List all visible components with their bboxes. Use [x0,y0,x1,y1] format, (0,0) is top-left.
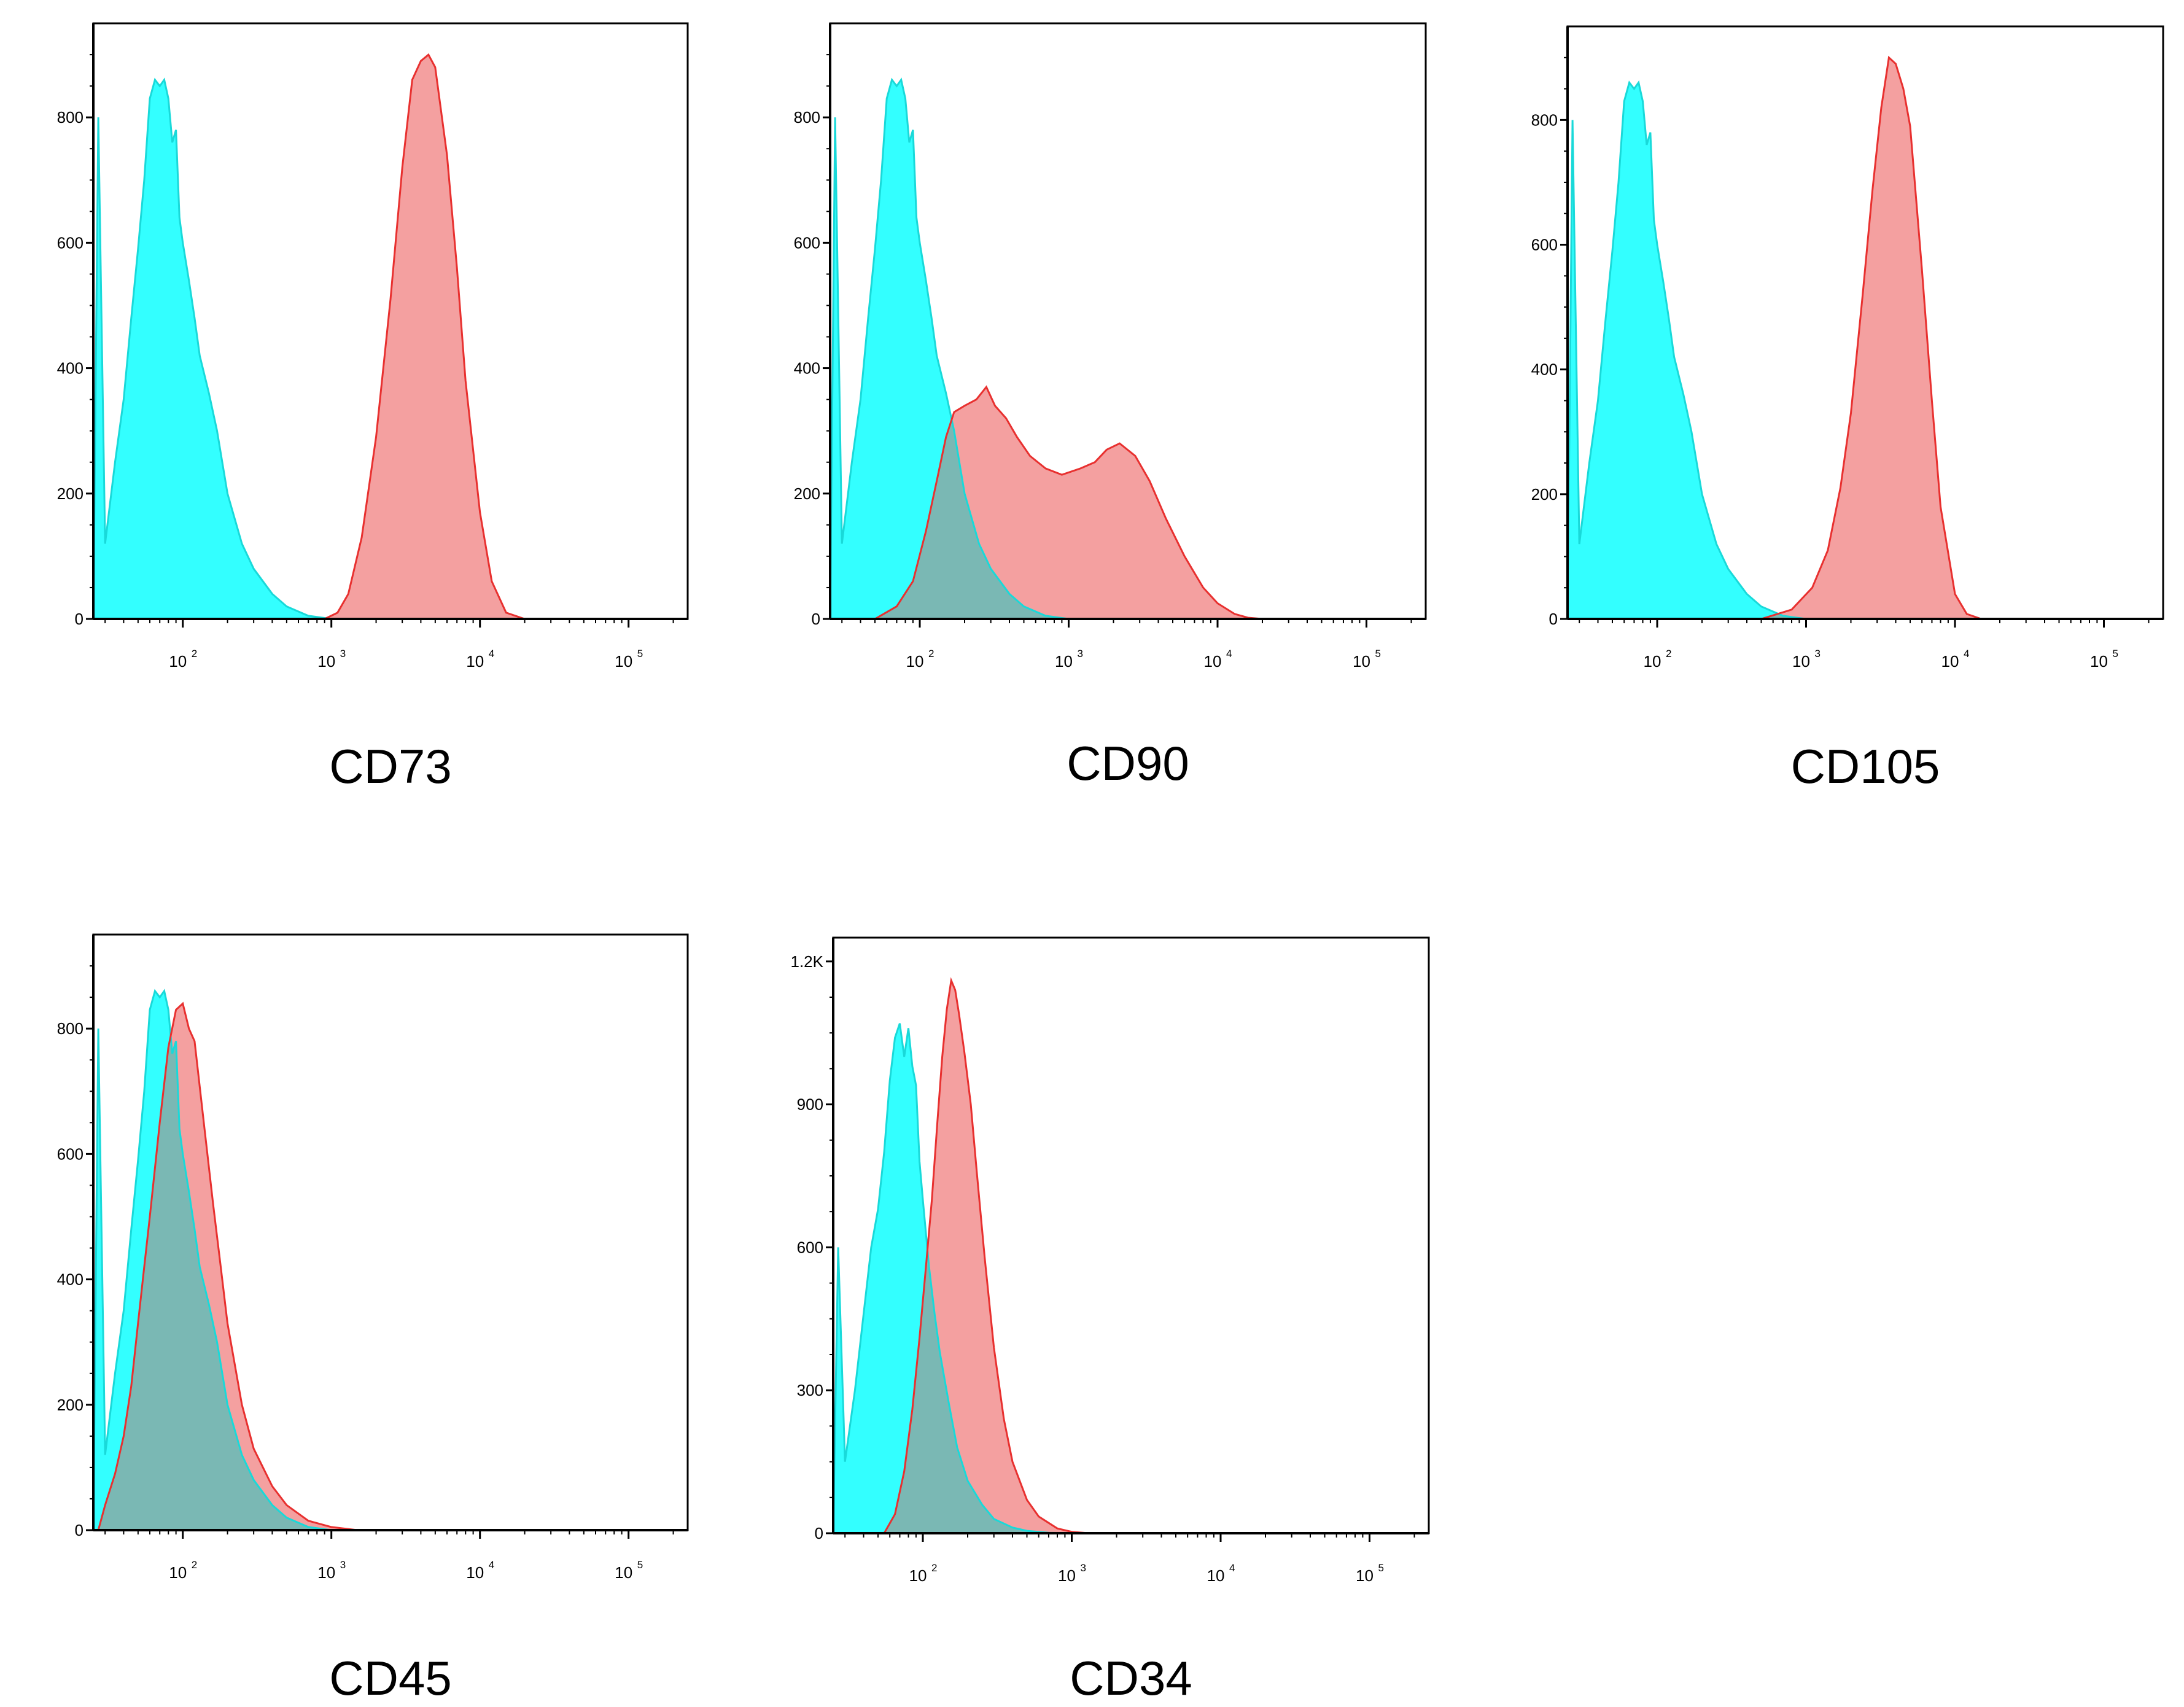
y-tick-label-cd34: 300 [797,1381,823,1399]
panel-cd34: 0 300 600 900 1.2K 10 2 10 3 10 4 10 5 CD34 [791,936,1430,1705]
control-area-cd73 [93,79,332,619]
x-tick-label-cd90: 10 [1055,652,1073,671]
x-tick-label-cd105: 10 [1644,652,1661,671]
control-line-cd90 [830,77,1069,619]
panel-title-cd73: CD73 [329,739,451,793]
y-tick-label-cd34: 900 [797,1095,823,1114]
y-tick-label-cd105: 600 [1531,236,1558,254]
marker-line-cd105 [1761,55,1982,619]
y-tick-label-cd105: 200 [1531,485,1558,504]
y-tick-label-cd45: 600 [57,1145,84,1163]
y-tick-label-cd90: 400 [794,359,820,378]
x-tick-exponent-cd73: 5 [637,648,643,659]
x-tick-exponent-cd105: 2 [1666,648,1671,659]
x-tick-label-cd73: 10 [615,652,632,671]
x-tick-exponent-cd34: 4 [1229,1562,1235,1574]
y-tick-label-cd90: 600 [794,233,820,252]
control-line-cd45 [93,989,332,1530]
marker-area-cd73 [324,55,525,619]
x-tick-label-cd73: 10 [169,652,187,671]
x-tick-label-cd105: 10 [1941,652,1959,671]
plot-area-cd90 [830,77,1263,619]
panel-title-cd105: CD105 [1791,739,1940,793]
panel-title-cd34: CD34 [1070,1651,1192,1705]
marker-line-cd73 [324,53,525,619]
panel-cd105: 0 200 400 600 800 10 2 10 3 10 4 10 5 CD105 [1531,25,2164,793]
y-tick-label-cd45: 400 [57,1270,84,1289]
x-tick-exponent-cd45: 4 [489,1559,494,1571]
overlap-area-cd34 [884,1023,1072,1533]
x-tick-exponent-cd105: 3 [1814,648,1820,659]
y-tick-label-cd90: 200 [794,484,820,503]
x-tick-label-cd73: 10 [466,652,484,671]
x-tick-label-cd105: 10 [1792,652,1810,671]
x-tick-label-cd73: 10 [317,652,335,671]
panel-cd73: 0 200 400 600 800 10 2 10 3 10 4 10 5 CD73 [57,22,689,793]
y-tick-label-cd90: 800 [794,108,820,126]
y-tick-label-cd105: 400 [1531,360,1558,379]
x-tick-label-cd45: 10 [317,1563,335,1582]
y-tick-label-cd45: 800 [57,1019,84,1038]
x-tick-label-cd34: 10 [1207,1566,1225,1585]
plot-area-cd45 [93,989,358,1530]
y-tick-label-cd73: 800 [57,108,84,126]
y-tick-label-cd90: 0 [812,610,820,628]
y-tick-label-cd34: 600 [797,1238,823,1256]
x-tick-exponent-cd73: 4 [489,648,494,659]
x-tick-label-cd34: 10 [909,1566,927,1585]
plot-area-cd34 [833,977,1089,1533]
x-tick-label-cd45: 10 [615,1563,632,1582]
x-tick-label-cd105: 10 [2090,652,2108,671]
x-tick-exponent-cd45: 2 [192,1559,197,1571]
plot-area-cd73 [93,53,525,619]
x-tick-label-cd90: 10 [1204,652,1222,671]
x-tick-exponent-cd73: 3 [340,648,346,659]
marker-line-cd90 [874,385,1263,619]
x-tick-exponent-cd90: 2 [928,648,934,659]
x-tick-exponent-cd105: 4 [1964,648,1969,659]
control-line-cd105 [1568,80,1806,619]
x-tick-exponent-cd34: 2 [931,1562,937,1574]
y-tick-label-cd73: 400 [57,359,84,378]
y-tick-label-cd73: 0 [75,610,84,628]
y-tick-label-cd73: 200 [57,484,84,503]
panel-cd90: 0 200 400 600 800 10 2 10 3 10 4 10 5 CD90 [794,22,1427,790]
x-tick-exponent-cd90: 4 [1226,648,1232,659]
marker-line-cd34 [883,977,1089,1533]
x-tick-label-cd34: 10 [1356,1566,1374,1585]
x-tick-exponent-cd34: 3 [1080,1562,1086,1574]
y-tick-label-cd45: 0 [75,1521,84,1539]
x-tick-label-cd90: 10 [906,652,924,671]
x-tick-label-cd45: 10 [169,1563,187,1582]
x-tick-exponent-cd73: 2 [192,648,197,659]
y-tick-label-cd34: 0 [815,1524,823,1542]
control-line-cd73 [93,77,332,619]
control-area-cd90 [830,79,1069,619]
control-area-cd34 [833,1023,1072,1533]
plot-area-cd105 [1568,55,1982,619]
x-tick-label-cd90: 10 [1353,652,1370,671]
y-tick-label-cd45: 200 [57,1396,84,1414]
y-tick-label-cd73: 600 [57,233,84,252]
y-tick-label-cd105: 0 [1549,610,1558,628]
control-line-cd34 [833,1023,1072,1533]
x-tick-label-cd45: 10 [466,1563,484,1582]
y-tick-label-cd105: 800 [1531,111,1558,129]
panel-title-cd45: CD45 [329,1651,451,1705]
y-tick-label-cd34: 1.2K [791,952,824,971]
overlap-area-cd45 [98,1003,332,1530]
marker-line-cd45 [97,1001,358,1530]
x-tick-label-cd34: 10 [1058,1566,1076,1585]
panel-cd45: 0 200 400 600 800 10 2 10 3 10 4 10 5 CD45 [57,933,689,1705]
control-area-cd105 [1568,82,1806,619]
x-tick-exponent-cd90: 3 [1077,648,1082,659]
marker-area-cd105 [1761,57,1981,619]
x-tick-exponent-cd105: 5 [2112,648,2118,659]
x-tick-exponent-cd34: 5 [1378,1562,1383,1574]
x-tick-exponent-cd45: 3 [340,1559,346,1571]
panel-title-cd90: CD90 [1067,736,1189,790]
x-tick-exponent-cd45: 5 [637,1559,643,1571]
x-tick-exponent-cd90: 5 [1375,648,1380,659]
